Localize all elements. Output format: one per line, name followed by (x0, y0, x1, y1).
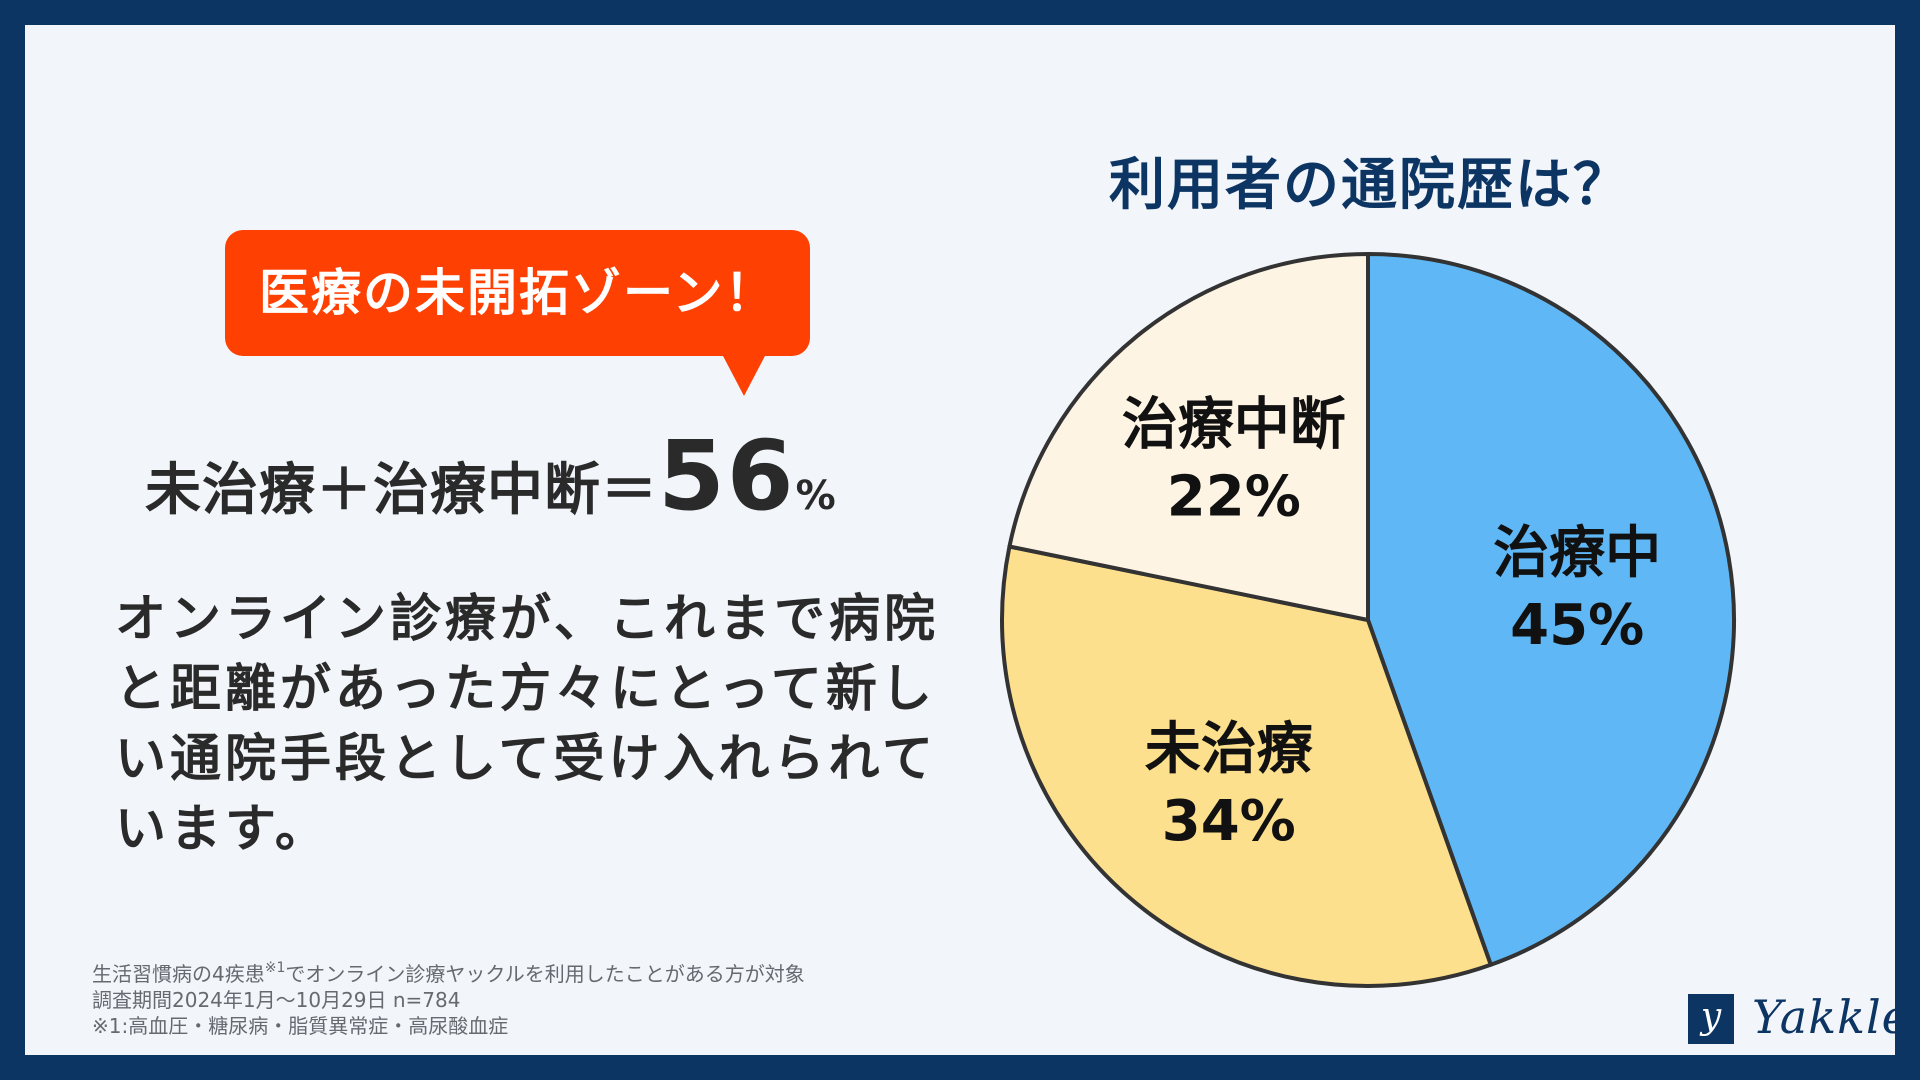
pie-slice-value-3: 22% (1167, 465, 1301, 530)
callout-text: 医療の未開拓ゾーン！ (259, 264, 777, 322)
footnote-line-1b: でオンライン診療ヤックルを利用したことがある方が対象 (285, 962, 805, 986)
pie-slice-value-1: 45% (1510, 593, 1644, 658)
summary-value: 56 (658, 420, 796, 532)
footnote-line-2: 調査期間2024年1月〜10月29日 n=784 (92, 988, 461, 1012)
footnote-line-1a: 生活習慣病の4疾患 (92, 962, 265, 986)
footnote: 生活習慣病の4疾患※1でオンライン診療ヤックルを利用したことがある方が対象 調査… (92, 955, 992, 1039)
summary-unit: % (795, 473, 836, 519)
footnote-sup: ※1 (264, 960, 286, 976)
summary-equation: 未治療＋治療中断＝56% (145, 420, 945, 532)
pie-slice-3 (1007, 252, 1370, 622)
pie-slice-label-3: 治療中断 (1122, 393, 1346, 458)
yakkle-logo-text: Yakkle (1752, 990, 1910, 1044)
pie-slice-value-2: 34% (1162, 789, 1296, 854)
summary-label: 未治療＋治療中断＝ (145, 458, 658, 523)
callout-bubble (225, 230, 810, 356)
pie-slice-label-2: 未治療 (1145, 717, 1313, 782)
body-text: オンライン診療が、これまで病院と距離があった方々にとって新しい通院手段として受け… (115, 590, 939, 859)
pie-slice-1 (1366, 252, 1736, 967)
footnote-line-3: ※1:高血圧・糖尿病・脂質異常症・高尿酸血症 (92, 1014, 509, 1038)
yakkle-logo-mark: y (1688, 994, 1734, 1044)
pie-slice-label-1: 治療中 (1493, 521, 1661, 586)
chart-title: 利用者の通院歴は？ (1109, 153, 1631, 218)
pie-slice-2 (1000, 544, 1493, 988)
callout-tail (722, 354, 766, 396)
footnote-line-1: 生活習慣病の4疾患※1でオンライン診療ヤックルを利用したことがある方が対象 (92, 955, 992, 987)
